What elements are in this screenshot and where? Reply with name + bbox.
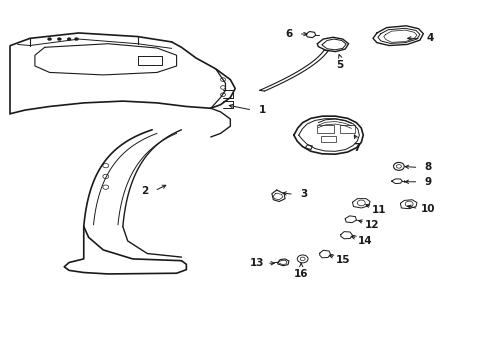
Bar (321, 136, 336, 142)
Circle shape (57, 38, 61, 41)
Bar (340, 126, 355, 133)
Bar (318, 126, 334, 134)
Circle shape (48, 38, 51, 41)
Text: 15: 15 (336, 255, 350, 265)
Circle shape (67, 38, 71, 41)
Text: 11: 11 (372, 206, 387, 216)
Text: 3: 3 (300, 189, 307, 199)
Text: 14: 14 (357, 236, 372, 246)
Text: 1: 1 (259, 105, 266, 115)
Text: 4: 4 (427, 33, 434, 43)
Text: 13: 13 (250, 258, 265, 268)
Text: 5: 5 (337, 60, 344, 70)
Text: 6: 6 (285, 29, 293, 39)
Text: 8: 8 (425, 162, 432, 172)
Text: 9: 9 (425, 177, 432, 187)
Text: 2: 2 (141, 186, 148, 196)
Text: 12: 12 (365, 220, 379, 230)
Text: 7: 7 (354, 143, 361, 153)
Text: 10: 10 (421, 204, 436, 214)
Circle shape (74, 38, 78, 41)
Text: 16: 16 (294, 269, 308, 279)
